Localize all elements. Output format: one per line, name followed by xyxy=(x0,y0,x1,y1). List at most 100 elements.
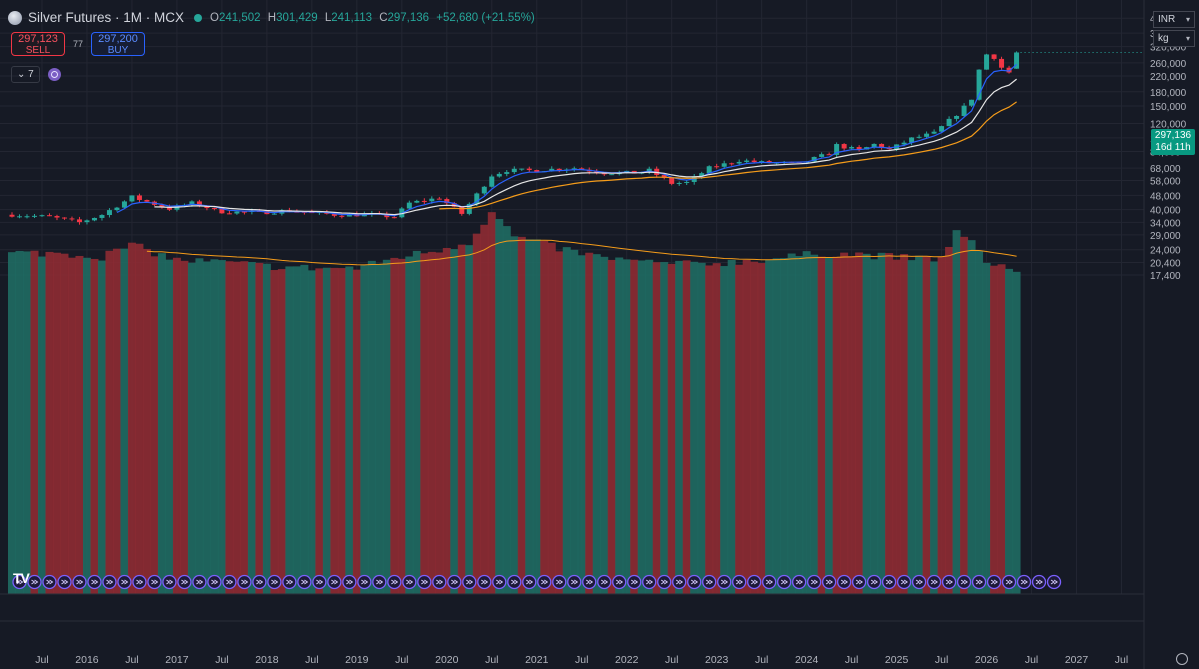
x-tick-label: Jul xyxy=(575,654,588,666)
candle-body xyxy=(136,195,142,200)
volume-bar xyxy=(202,261,211,594)
event-marker-glyph xyxy=(540,579,549,585)
candle-body xyxy=(196,201,202,207)
candle-body xyxy=(339,215,345,217)
volume-bar xyxy=(517,236,526,595)
symbol-title[interactable]: Silver Futures · 1M · MCX xyxy=(28,10,185,25)
volume-bar xyxy=(892,259,901,594)
y-tick-label: 320,000 xyxy=(1150,43,1187,54)
unit-select[interactable]: kg ▾ xyxy=(1153,30,1195,47)
event-marker-glyph xyxy=(570,579,579,585)
volume-bar xyxy=(990,265,999,594)
volume-bar xyxy=(150,256,159,594)
x-tick-label: 2023 xyxy=(705,654,729,666)
volume-bar xyxy=(675,260,684,594)
candle-body xyxy=(954,115,960,119)
candle-body xyxy=(969,99,975,106)
y-tick-label: 68,000 xyxy=(1150,164,1181,175)
volume-bar xyxy=(937,256,946,594)
event-marker-glyph xyxy=(466,579,474,585)
volume-bar xyxy=(315,268,324,594)
volume-bar xyxy=(547,242,556,594)
candle-body xyxy=(496,173,502,177)
y-tick-label: 150,000 xyxy=(1150,102,1187,113)
volume-bar xyxy=(607,259,616,594)
volume-bar xyxy=(135,243,144,594)
buy-button[interactable]: 297,200 BUY xyxy=(91,32,145,56)
event-marker-glyph xyxy=(1005,579,1013,585)
candle-body xyxy=(939,126,945,132)
currency-value: INR xyxy=(1158,14,1176,25)
event-marker-glyph xyxy=(885,579,894,585)
candle-body xyxy=(391,217,397,219)
event-marker-glyph xyxy=(750,579,759,585)
candle-body xyxy=(234,211,240,214)
x-tick-label: Jul xyxy=(395,654,408,666)
volume-bar xyxy=(412,250,421,594)
event-marker-glyph xyxy=(301,579,309,585)
candle-body xyxy=(504,172,510,174)
event-marker-glyph xyxy=(331,579,339,585)
volume-bar xyxy=(645,259,654,594)
volume-bar xyxy=(810,254,819,595)
volume-bar xyxy=(30,250,39,595)
x-tick-label: 2016 xyxy=(75,654,99,666)
event-marker-glyph xyxy=(990,579,998,585)
moving-average-line-ma_mid xyxy=(154,78,1017,216)
event-marker-glyph xyxy=(496,579,504,585)
event-marker-glyph xyxy=(810,579,819,585)
candle-body xyxy=(609,174,615,176)
volume-bar xyxy=(757,263,766,594)
volume-bar xyxy=(997,264,1006,594)
candle-body xyxy=(669,177,675,184)
tradingview-logo[interactable]: TV xyxy=(13,570,30,586)
event-marker-glyph xyxy=(945,579,953,585)
volume-bar xyxy=(1005,268,1014,594)
event-marker-glyph xyxy=(915,579,924,585)
candle-body xyxy=(931,131,937,134)
candle-body xyxy=(751,160,757,163)
candle-body xyxy=(459,206,465,214)
volume-bar xyxy=(8,252,16,594)
event-marker-glyph xyxy=(975,579,983,585)
candle-body xyxy=(241,211,247,213)
x-tick-label: 2027 xyxy=(1065,654,1089,666)
volume-bar xyxy=(180,260,189,594)
volume-bar xyxy=(502,226,511,594)
volume-bar xyxy=(562,247,571,594)
y-tick-label: 20,400 xyxy=(1150,258,1181,269)
candle-body xyxy=(811,156,817,162)
indicators-collapse-button[interactable]: ⌄ 7 xyxy=(11,66,40,83)
gear-icon[interactable] xyxy=(1176,653,1188,665)
volume-bar xyxy=(660,262,669,594)
x-tick-label: Jul xyxy=(1025,654,1038,666)
x-tick-label: Jul xyxy=(125,654,138,666)
y-tick-label: 29,000 xyxy=(1150,231,1181,242)
volume-bar xyxy=(427,251,436,594)
event-marker-glyph xyxy=(1020,579,1028,585)
volume-bar xyxy=(375,263,384,594)
event-marker-glyph xyxy=(765,579,774,585)
event-marker-glyph xyxy=(735,579,744,585)
sell-button[interactable]: 297,123 SELL xyxy=(11,32,65,56)
volume-bar xyxy=(555,251,564,594)
unit-value: kg xyxy=(1158,33,1169,44)
indicator-settings-icon[interactable] xyxy=(47,68,61,81)
volume-bar xyxy=(450,249,459,594)
volume-series xyxy=(8,212,1021,595)
event-marker-glyph xyxy=(615,579,624,585)
event-marker-glyph xyxy=(525,579,534,585)
volume-bar xyxy=(22,251,31,594)
currency-select[interactable]: INR ▾ xyxy=(1153,11,1195,28)
candle-body xyxy=(526,168,532,171)
candle-body xyxy=(916,136,922,138)
event-marker-glyph xyxy=(1035,579,1043,585)
event-marker-glyph xyxy=(451,579,459,585)
last-price-value: 297,136 xyxy=(1154,130,1192,141)
volume-bar xyxy=(532,239,541,594)
volume-bar xyxy=(457,244,466,594)
volume-bar xyxy=(420,253,429,594)
volume-bar xyxy=(637,260,646,594)
volume-bar xyxy=(900,254,909,594)
